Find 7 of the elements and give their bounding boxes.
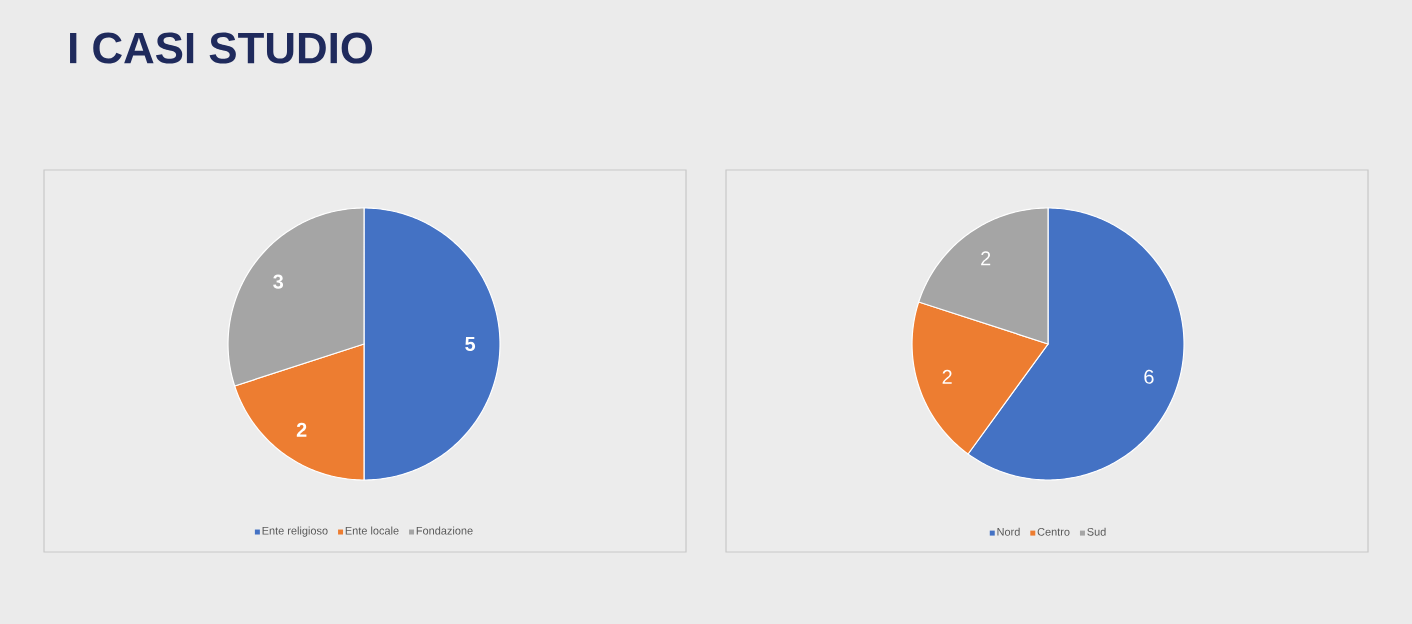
data-label: 2 <box>981 251 991 266</box>
data-label: 3 <box>273 274 284 289</box>
data-label: 5 <box>465 337 476 351</box>
chart-title: I CASI STUDIO <box>70 32 373 64</box>
data-label: 6 <box>1144 369 1154 384</box>
data-label: 2 <box>296 422 307 437</box>
data-label: 2 <box>942 369 952 384</box>
